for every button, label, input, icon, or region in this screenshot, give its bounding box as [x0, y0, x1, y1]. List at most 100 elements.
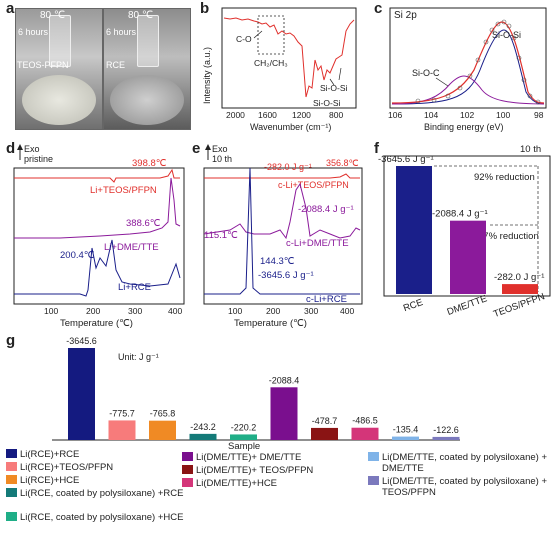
- ftir-chart: Intensity (a.u.) C-O CH₂/CH₃ Si-O-Si Si-…: [202, 7, 357, 132]
- legend-label-1: Li(RCE)+TEOS/PFPN: [20, 462, 114, 473]
- photo-rce: 80 ℃ 6 hours RCE: [103, 8, 191, 130]
- photo-left-time: 6 hours: [18, 27, 49, 37]
- legend-swatch-5: [182, 452, 193, 461]
- legend-swatch-6: [182, 465, 193, 474]
- dsc-d-name-teos: Li+TEOS/PFPN: [90, 185, 157, 196]
- dsc-e-series-title: 10 th: [212, 154, 232, 164]
- xps-tick-102: 102: [460, 110, 474, 120]
- ftir-tick-1200: 1200: [292, 110, 311, 120]
- dsc-d-name-rce: Li+RCE: [118, 282, 151, 293]
- dsc-d-exo: Exo: [24, 144, 40, 154]
- panel-b-label: b: [200, 0, 210, 17]
- panel-f-label: f: [374, 140, 379, 157]
- bar-f-category-1: DME/TTE: [446, 293, 489, 318]
- dsc-e-peak-rce: 144.3℃: [260, 256, 295, 267]
- dsc-e-curve-teos: [204, 173, 360, 179]
- dsc-d-curve-rce: [14, 239, 181, 297]
- bar-g-0: [68, 348, 95, 440]
- dsc-d-tick-100: 100: [44, 306, 58, 316]
- legend-item-8: Li(DME/TTE, coated by polysiloxane) + DM…: [368, 452, 550, 474]
- dsc-e-tick-200: 200: [266, 306, 280, 316]
- bar-f-value-0: -3645.6 J g⁻¹: [378, 154, 434, 165]
- xps-title: Si 2p: [394, 10, 417, 21]
- bar-g-8: [392, 436, 419, 440]
- bar-f-value-2: -282.0 J g⁻¹: [494, 272, 544, 283]
- legend-swatch-7: [182, 478, 193, 487]
- legend-label-5: Li(DME/TTE)+ DME/TTE: [196, 452, 302, 463]
- bar-g-value-0: -3645.6: [66, 336, 97, 346]
- bar-g-9: [432, 436, 460, 440]
- dsc-d-curve-dme: [14, 177, 181, 239]
- dsc-e-name-rce: c-Li+RCE: [306, 294, 347, 305]
- panel-d-label: d: [6, 140, 16, 157]
- bar-f-0: [396, 166, 432, 294]
- dsc-e-curve-dme: [203, 182, 361, 240]
- legend-item-6: Li(DME/TTE)+ TEOS/PFPN: [182, 465, 313, 476]
- legend-label-7: Li(DME/TTE)+HCE: [196, 478, 278, 489]
- photo-left-name: TEOS-PFPN: [17, 60, 69, 70]
- legend-swatch-0: [6, 449, 17, 458]
- dsc-d-xlabel: Temperature (℃): [60, 318, 133, 329]
- bar-g-unit: Unit: J g⁻¹: [118, 352, 159, 362]
- bar-g-value-2: -765.8: [150, 409, 176, 419]
- ftir-tick-1600: 1600: [258, 110, 277, 120]
- bar-g-value-8: -135.4: [393, 425, 419, 435]
- xps-component-siosi: [391, 29, 545, 105]
- xps-annot-sioc: Si-O-C: [412, 68, 440, 78]
- ftir-annot-siosi-1: Si-O-Si: [320, 83, 348, 93]
- panel-a-label: a: [6, 0, 15, 17]
- bar-g-4: [230, 434, 257, 440]
- enthalpy-bar-chart-10th: 10 th 92% reduction 87% reduction -3645.…: [378, 144, 551, 320]
- xps-tick-98: 98: [534, 110, 544, 120]
- bar-g-value-9: -122.6: [433, 425, 459, 435]
- legend-item-3: Li(RCE, coated by polysiloxane) +RCE: [6, 488, 188, 499]
- xps-data-points: [415, 19, 541, 105]
- bar-f-reduction-92: 92% reduction: [474, 172, 535, 183]
- bar-g-value-1: -775.7: [109, 408, 135, 418]
- legend-item-7: Li(DME/TTE)+HCE: [182, 478, 277, 489]
- legend-swatch-8: [368, 452, 379, 461]
- bar-g-value-6: -478.7: [312, 416, 338, 426]
- bar-g-value-3: -243.2: [190, 422, 216, 432]
- legend-item-5: Li(DME/TTE)+ DME/TTE: [182, 452, 301, 463]
- bar-g-value-7: -486.5: [352, 416, 378, 426]
- xps-tick-104: 104: [424, 110, 438, 120]
- dsc-e-curve-rce: [204, 167, 360, 295]
- dsc-d-peak-rce: 200.4℃: [60, 250, 95, 261]
- dsc-d-curve-teos: [14, 168, 180, 183]
- ftir-annot-siosi-2: Si-O-Si: [313, 98, 341, 108]
- bar-g-xlabel: Sample: [228, 441, 261, 452]
- bar-g-value-5: -2088.4: [269, 375, 300, 385]
- xps-tick-100: 100: [496, 110, 510, 120]
- legend-item-9: Li(DME/TTE, coated by polysiloxane) + TE…: [368, 476, 550, 498]
- legend-swatch-4: [6, 512, 17, 521]
- legend-item-2: Li(RCE)+HCE: [6, 475, 79, 486]
- legend-swatch-3: [6, 488, 17, 497]
- ftir-tick-800: 800: [329, 110, 343, 120]
- ftir-ylabel: Intensity (a.u.): [202, 47, 212, 104]
- bar-f-1: [450, 220, 486, 294]
- dsc-e-name-teos: c-Li+TEOS/PFPN: [278, 180, 349, 190]
- dsc-e-tick-300: 300: [304, 306, 318, 316]
- xps-chart: Si 2p Si-O-Si Si-O-C 106 104 102 100 98 …: [388, 7, 547, 132]
- panel-c-label: c: [374, 0, 383, 17]
- legend-label-0: Li(RCE)+RCE: [20, 449, 80, 460]
- bar-f-title: 10 th: [520, 144, 541, 155]
- legend-label-3: Li(RCE, coated by polysiloxane) +RCE: [20, 488, 184, 499]
- legend-label-9: Li(DME/TTE, coated by polysiloxane) + TE…: [382, 476, 547, 498]
- photo-right-temp: 80 ℃: [128, 10, 154, 21]
- photo-right-name: RCE: [106, 60, 126, 70]
- enthalpy-bar-chart-samples: Unit: J g⁻¹ -3645.6 -775.7 -765.8 -243.2 -22…: [52, 336, 460, 441]
- bar-f-reduction-87: 87% reduction: [478, 231, 539, 242]
- dsc-d-name-dme: Li+DME/TTE: [104, 242, 159, 253]
- legend-swatch-9: [368, 476, 379, 485]
- dsc-d-peak-dme: 388.6℃: [126, 218, 161, 229]
- ftir-annot-co: C-O: [236, 34, 252, 44]
- dsc-e-peak-teos: 356.8℃: [326, 158, 359, 168]
- photo-teos-pfpn: 80 ℃ 6 hours TEOS-PFPN: [15, 8, 103, 130]
- dsc-e-enthalpy-dme: -2088.4 J g⁻¹: [298, 204, 354, 215]
- bar-f-2: [502, 284, 538, 294]
- xps-annot-siosi: Si-O-Si: [492, 30, 521, 40]
- dsc-e-tick-400: 400: [340, 306, 354, 316]
- dsc-e-enthalpy-teos: -282.0 J g⁻¹: [264, 162, 312, 172]
